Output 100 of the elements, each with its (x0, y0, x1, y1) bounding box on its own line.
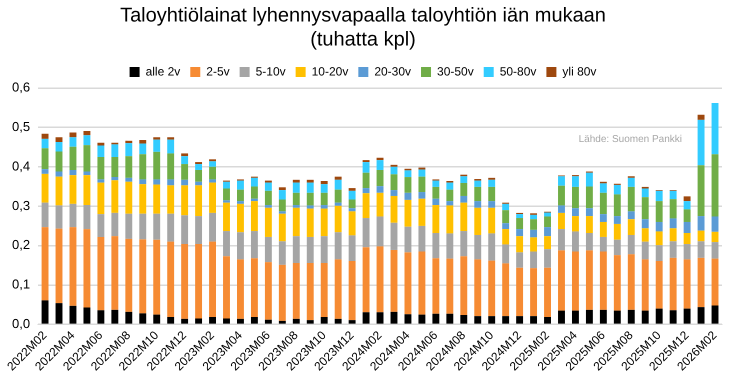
bar (250, 198, 258, 202)
bar (614, 310, 621, 324)
bar (600, 252, 607, 310)
bar (712, 216, 718, 232)
bar (558, 250, 565, 311)
bar (502, 223, 510, 230)
bar (502, 210, 510, 224)
bar (698, 241, 705, 258)
bar (320, 184, 328, 193)
bar (56, 172, 62, 177)
bar (572, 186, 579, 208)
bar (418, 176, 426, 192)
bar (432, 258, 440, 314)
bar (167, 153, 174, 180)
bar (446, 201, 454, 206)
bar (670, 199, 677, 218)
bar (278, 190, 286, 200)
bar (125, 238, 132, 312)
bar (418, 170, 426, 177)
bar (488, 260, 496, 316)
bar (488, 316, 496, 324)
bar (600, 222, 607, 237)
bar (167, 316, 174, 324)
bar (656, 260, 663, 309)
bar (712, 258, 718, 306)
bar (292, 208, 300, 236)
bar (42, 174, 49, 203)
bar (558, 212, 565, 230)
bar (56, 142, 62, 152)
bar (404, 314, 412, 324)
bar (712, 242, 718, 259)
bar (42, 134, 49, 139)
bar (684, 233, 691, 244)
bar (209, 161, 216, 167)
bar (125, 143, 132, 156)
bar (83, 229, 90, 308)
bar (223, 318, 230, 324)
bar (698, 258, 705, 308)
bar (250, 258, 258, 317)
bar (488, 233, 496, 261)
bar (237, 190, 244, 202)
bar (474, 234, 482, 260)
bar (404, 226, 412, 252)
bar (642, 242, 649, 260)
bar (264, 205, 272, 208)
bar (56, 151, 62, 172)
bar (376, 186, 384, 193)
bar (153, 214, 160, 240)
bar (474, 201, 482, 208)
bar (628, 234, 635, 254)
bar (250, 201, 258, 232)
bar (83, 135, 90, 146)
bar (250, 186, 258, 199)
bar (167, 214, 174, 242)
bar (348, 320, 356, 324)
bar (474, 186, 482, 202)
bar (320, 316, 328, 324)
bar (642, 219, 649, 228)
bar (97, 310, 104, 324)
bar (530, 237, 538, 252)
legend-label: 20-30v (374, 64, 412, 78)
bar (516, 252, 524, 268)
bar (376, 312, 384, 324)
bar (460, 196, 468, 203)
bar (488, 201, 496, 208)
bar (530, 252, 538, 268)
bar (670, 218, 677, 228)
bar (97, 156, 104, 180)
bar (572, 176, 579, 187)
bar (70, 175, 76, 204)
bar (698, 114, 705, 120)
y-tick-label: 0,5 (12, 118, 30, 134)
bar (209, 179, 216, 183)
bar (600, 183, 607, 193)
bar (530, 214, 538, 220)
bar (572, 310, 579, 324)
bar (320, 181, 328, 184)
bar (181, 164, 188, 180)
bar (572, 252, 579, 311)
bar (195, 164, 202, 170)
bar (404, 252, 412, 314)
bar (474, 259, 482, 316)
bar (376, 170, 384, 186)
bar (362, 312, 370, 324)
bar (656, 231, 663, 246)
bar (278, 200, 286, 212)
bar (628, 186, 635, 212)
bar (292, 262, 300, 319)
bar (628, 310, 635, 324)
bar (70, 132, 76, 138)
bar (125, 182, 132, 214)
y-tick-label: 0,2 (12, 237, 30, 252)
bar (83, 130, 90, 136)
bar (446, 182, 454, 190)
bar (125, 178, 132, 182)
bar (418, 198, 426, 226)
bar (250, 231, 258, 258)
bar (432, 314, 440, 324)
bar (250, 178, 258, 187)
bar (446, 314, 454, 324)
